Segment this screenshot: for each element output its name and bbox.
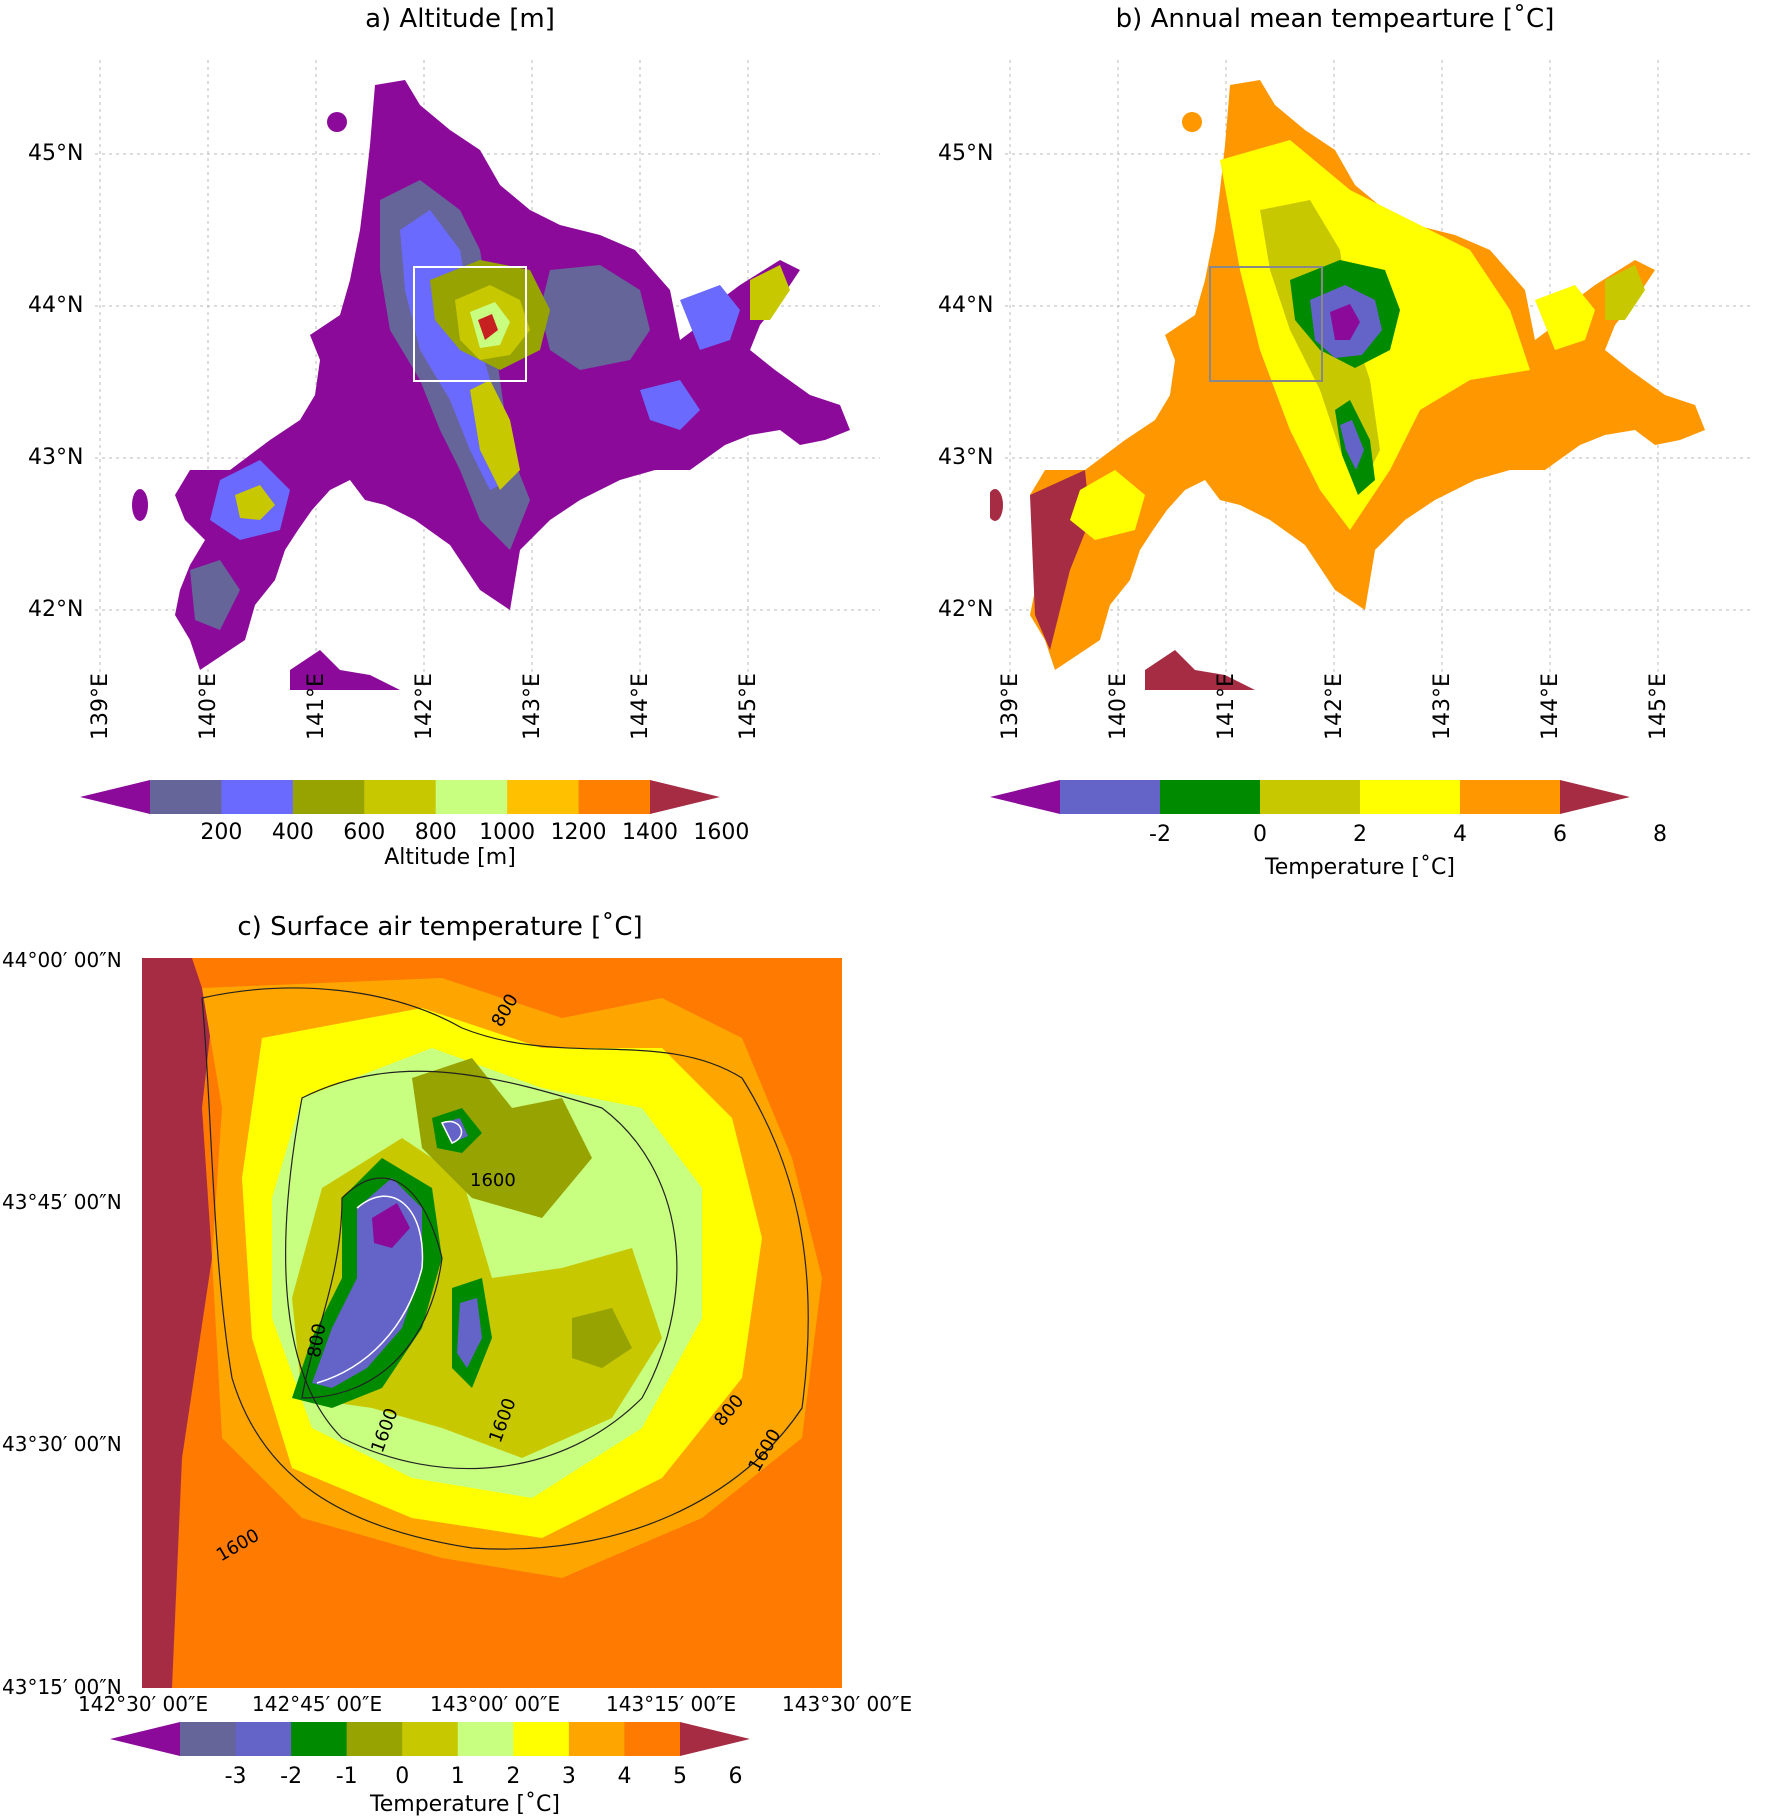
colorbar-swatch bbox=[507, 780, 579, 814]
colorbar-tick-label: 4 bbox=[1420, 822, 1500, 847]
panel-a-lon-142: 142°E bbox=[412, 673, 437, 740]
panel-c-lon-143-00: 143°00′ 00″E bbox=[430, 1692, 560, 1716]
panel-b-lon-145: 145°E bbox=[1646, 673, 1671, 740]
colorbar-tick-label: 8 bbox=[1620, 822, 1700, 847]
panel-c-lon-143-30: 143°30′ 00″E bbox=[782, 1692, 912, 1716]
colorbar-swatch bbox=[624, 1722, 680, 1756]
panel-b-lat-45: 45°N bbox=[938, 141, 993, 166]
panel-c-colorbar-title: Temperature [˚C] bbox=[320, 1792, 610, 1817]
panel-a-lon-145: 145°E bbox=[736, 673, 761, 740]
colorbar-swatch bbox=[513, 1722, 569, 1756]
panel-b-lon-141: 141°E bbox=[1214, 673, 1239, 740]
colorbar-tick-label: 0 bbox=[1220, 822, 1300, 847]
panel-a-lon-139: 139°E bbox=[88, 673, 113, 740]
colorbar-swatch bbox=[458, 1722, 514, 1756]
colorbar-extend-high bbox=[1560, 780, 1630, 814]
panel-b-lon-142: 142°E bbox=[1322, 673, 1347, 740]
colorbar-tick-label: 1200 bbox=[539, 820, 619, 845]
panel-a-lat-44: 44°N bbox=[28, 293, 83, 318]
panel-b-title: b) Annual mean tempearture [˚C] bbox=[1095, 4, 1575, 34]
panel-a-lat-45: 45°N bbox=[28, 141, 83, 166]
panel-b-lon-143: 143°E bbox=[1430, 673, 1455, 740]
colorbar-swatch bbox=[579, 780, 651, 814]
colorbar-swatch bbox=[291, 1722, 347, 1756]
panel-b-lon-144: 144°E bbox=[1538, 673, 1563, 740]
panel-c-lat-43-45: 43°45′ 00″N bbox=[2, 1190, 122, 1214]
panel-b-lon-140: 140°E bbox=[1106, 673, 1131, 740]
colorbar-tick-label: 6 bbox=[1520, 822, 1600, 847]
colorbar-extend-high bbox=[680, 1722, 750, 1756]
colorbar-swatch bbox=[1160, 780, 1261, 814]
colorbar-swatch bbox=[364, 780, 436, 814]
colorbar-swatch bbox=[1260, 780, 1361, 814]
colorbar-tick-label: 200 bbox=[181, 820, 261, 845]
colorbar-extend-low bbox=[990, 780, 1060, 814]
panel-c-lat-43-30: 43°30′ 00″N bbox=[2, 1432, 122, 1456]
panel-a-map bbox=[80, 50, 900, 690]
colorbar-swatch bbox=[569, 1722, 625, 1756]
panel-a-lon-143: 143°E bbox=[520, 673, 545, 740]
colorbar-tick-label: 800 bbox=[396, 820, 476, 845]
panel-c-lat-44-00: 44°00′ 00″N bbox=[2, 948, 122, 972]
colorbar-tick-label: -2 bbox=[1120, 822, 1200, 847]
colorbar-swatch bbox=[236, 1722, 292, 1756]
panel-b-lat-43: 43°N bbox=[938, 445, 993, 470]
colorbar-swatch bbox=[150, 780, 222, 814]
panel-b-lat-44: 44°N bbox=[938, 293, 993, 318]
panel-c-lon-143-15: 143°15′ 00″E bbox=[606, 1692, 736, 1716]
colorbar-swatch bbox=[221, 780, 293, 814]
panel-a-lat-43: 43°N bbox=[28, 445, 83, 470]
hokkaido-landmass bbox=[175, 80, 850, 670]
colorbar-swatch bbox=[402, 1722, 458, 1756]
colorbar-swatch bbox=[436, 780, 508, 814]
colorbar-swatch bbox=[180, 1722, 236, 1756]
colorbar-tick-label: 1600 bbox=[681, 820, 761, 845]
panel-a-lat-42: 42°N bbox=[28, 597, 83, 622]
panel-a-lon-140: 140°E bbox=[196, 673, 221, 740]
panel-b-lon-139: 139°E bbox=[998, 673, 1023, 740]
colorbar-tick-label: 1400 bbox=[610, 820, 690, 845]
colorbar-extend-low bbox=[110, 1722, 180, 1756]
panel-a-lon-144: 144°E bbox=[628, 673, 653, 740]
panel-c-title: c) Surface air temperature [˚C] bbox=[230, 912, 650, 942]
panel-a-title: a) Altitude [m] bbox=[340, 4, 580, 34]
colorbar-swatch bbox=[293, 780, 365, 814]
panel-c-contour-label: 1600 bbox=[470, 1170, 516, 1191]
panel-c-lon-142-45: 142°45′ 00″E bbox=[252, 1692, 382, 1716]
panel-a-lon-141: 141°E bbox=[304, 673, 329, 740]
colorbar-tick-label: 600 bbox=[324, 820, 404, 845]
colorbar-swatch bbox=[1360, 780, 1461, 814]
colorbar-swatch bbox=[347, 1722, 403, 1756]
colorbar-tick-label: 1000 bbox=[467, 820, 547, 845]
panel-b-lat-42: 42°N bbox=[938, 597, 993, 622]
colorbar-extend-low bbox=[80, 780, 150, 814]
panel-c-map bbox=[142, 958, 842, 1688]
panel-b-colorbar-title: Temperature [˚C] bbox=[1215, 855, 1505, 880]
colorbar-tick-label: 2 bbox=[1320, 822, 1400, 847]
colorbar-extend-high bbox=[650, 780, 720, 814]
colorbar-swatch bbox=[1060, 780, 1161, 814]
panel-c-lon-142-30: 142°30′ 00″E bbox=[78, 1692, 208, 1716]
panel-a-colorbar-title: Altitude [m] bbox=[330, 845, 570, 870]
colorbar-swatch bbox=[1460, 780, 1561, 814]
panel-b-map bbox=[990, 50, 1770, 690]
colorbar-tick-label: 400 bbox=[253, 820, 333, 845]
colorbar-tick-label: 6 bbox=[696, 1764, 776, 1789]
